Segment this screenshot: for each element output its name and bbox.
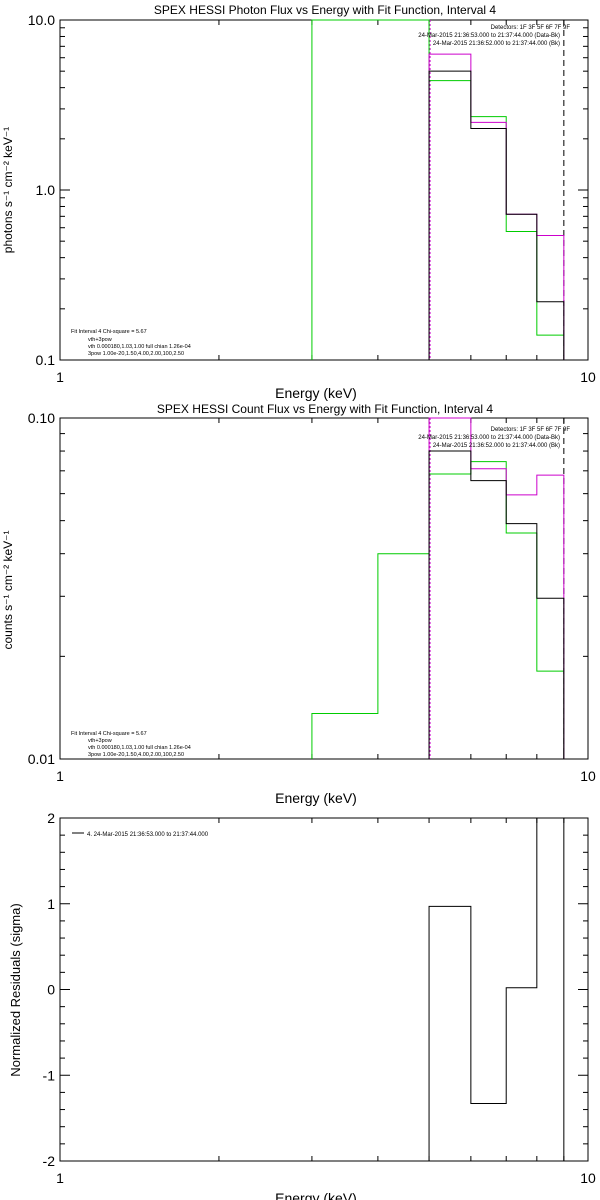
- photon-flux-info-line: vth+3pow: [88, 337, 112, 343]
- count-flux-series-vth: [311, 461, 565, 759]
- residuals-y-tick-label: 0: [47, 982, 55, 998]
- photon-flux-info-line: Fit Interval 4 Chi-square = 5.67: [71, 329, 147, 335]
- residuals-y-ticks: -2 -1 0 1 2: [43, 810, 588, 1169]
- count-flux-header: Detectors: 1F 3F 5F 6F 7F 9F 24-Mar-2015…: [418, 427, 570, 449]
- residuals-y-label: Normalized Residuals (sigma): [8, 903, 23, 1076]
- photon-flux-series: [311, 19, 565, 360]
- residuals-y-tick-label: -1: [43, 1067, 56, 1083]
- photon-flux-info-line: vth 0.000180,1.03,1.00 full chian 1.26e-…: [88, 344, 191, 350]
- photon-flux-header-line: Detectors: 1F 3F 5F 6F 7F 9F: [491, 25, 571, 31]
- count-flux-series-bk: [428, 417, 565, 759]
- count-flux-y-label: counts s⁻¹ cm⁻² keV⁻¹: [1, 530, 15, 649]
- count-flux-panel: SPEX HESSI Count Flux vs Energy with Fit…: [1, 402, 596, 806]
- residuals-x-tick-label: 1: [56, 1170, 64, 1186]
- photon-flux-x-tick-label: 1: [56, 369, 64, 385]
- residuals-y-tick-label: 2: [47, 810, 55, 826]
- count-flux-info-line: Fit Interval 4 Chi-square = 5.67: [71, 731, 147, 737]
- photon-flux-x-tick-label: 10: [580, 369, 596, 385]
- count-flux-title: SPEX HESSI Count Flux vs Energy with Fit…: [157, 402, 493, 416]
- photon-flux-y-tick-label: 0.1: [36, 352, 56, 368]
- residuals-y-tick-label: -2: [43, 1153, 56, 1169]
- photon-flux-y-tick-label: 10.0: [28, 12, 55, 28]
- photon-flux-header-line: 24-Mar-2015 21:36:52.000 to 21:37:44.000…: [433, 41, 560, 47]
- residuals-x-ticks: 1 10: [56, 818, 596, 1186]
- photon-flux-header: Detectors: 1F 3F 5F 6F 7F 9F 24-Mar-2015…: [418, 25, 570, 47]
- count-flux-plot-frame: [59, 417, 589, 760]
- count-flux-header-line: 24-Mar-2015 21:36:52.000 to 21:37:44.000…: [433, 443, 560, 449]
- count-flux-series-data-bk: [428, 450, 565, 759]
- photon-flux-y-label: photons s⁻¹ cm⁻² keV⁻¹: [1, 127, 15, 253]
- photon-flux-y-tick-label: 1.0: [36, 182, 56, 198]
- residuals-x-label: Energy (keV): [275, 1190, 357, 1200]
- count-flux-series: [311, 417, 565, 759]
- count-flux-y-tick-label: 0.01: [28, 751, 55, 767]
- photon-flux-series-vth: [311, 19, 565, 360]
- photon-flux-header-line: 24-Mar-2015 21:36:53.000 to 21:37:44.000…: [418, 33, 560, 39]
- photon-flux-y-ticks: 0.1 1.0 10.0: [28, 12, 588, 368]
- count-flux-x-tick-label: 1: [56, 768, 64, 784]
- residuals-legend-text: 4. 24-Mar-2015 21:36:53.000 to 21:37:44.…: [87, 832, 209, 838]
- residuals-plot-frame: [59, 817, 589, 1162]
- count-flux-header-line: Detectors: 1F 3F 5F 6F 7F 9F: [491, 427, 571, 433]
- count-flux-y-ticks: 0.01 0.10: [28, 410, 588, 767]
- count-flux-info-line: vth 0.000180,1.03,1.00 full chian 1.26e-…: [88, 745, 191, 751]
- residuals-series: [428, 817, 565, 1161]
- photon-flux-info: Fit Interval 4 Chi-square = 5.67 vth+3po…: [71, 329, 191, 357]
- count-flux-header-line: 24-Mar-2015 21:36:53.000 to 21:37:44.000…: [418, 435, 560, 441]
- count-flux-x-ticks: 1 10: [56, 418, 596, 784]
- count-flux-x-tick-label: 10: [580, 768, 596, 784]
- count-flux-info: Fit Interval 4 Chi-square = 5.67 vth+3po…: [71, 731, 191, 758]
- photon-flux-plot-frame: [59, 19, 589, 361]
- photon-flux-title: SPEX HESSI Photon Flux vs Energy with Fi…: [154, 3, 496, 17]
- residuals-legend: 4. 24-Mar-2015 21:36:53.000 to 21:37:44.…: [72, 832, 209, 838]
- residuals-series-residuals: [428, 817, 565, 1161]
- photon-flux-series-data-bk: [428, 70, 565, 360]
- count-flux-x-label: Energy (keV): [275, 790, 357, 806]
- photon-flux-series-bk: [428, 53, 565, 360]
- count-flux-info-line: 3pow 1.00e-20,1.50,4.00,2.00,100,2.50: [88, 752, 184, 758]
- photon-flux-x-label: Energy (keV): [275, 385, 357, 401]
- count-flux-info-line: vth+3pow: [88, 738, 112, 744]
- photon-flux-panel: SPEX HESSI Photon Flux vs Energy with Fi…: [1, 3, 596, 401]
- photon-flux-info-line: 3pow 1.00e-20,1.50,4.00,2.00,100,2.50: [88, 351, 184, 357]
- residuals-x-tick-label: 10: [580, 1170, 596, 1186]
- residuals-y-tick-label: 1: [47, 896, 55, 912]
- count-flux-y-tick-label: 0.10: [28, 410, 55, 426]
- residuals-panel: 1 10 -2 -1 0 1 2 4. 24-Mar-2015 21:36:53.000 …: [8, 810, 596, 1200]
